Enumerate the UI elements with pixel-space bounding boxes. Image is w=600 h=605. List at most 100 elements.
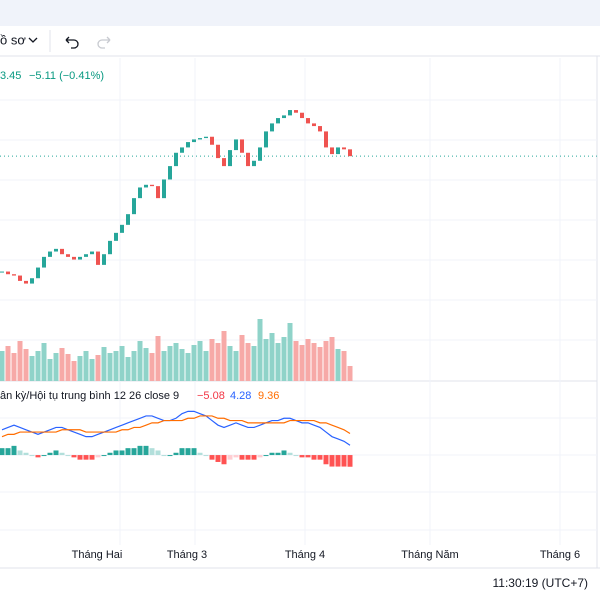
macd-histogram-bar <box>47 452 53 456</box>
volume-bar <box>125 357 131 381</box>
macd-histogram-bar <box>239 455 245 460</box>
candle-body <box>276 118 280 124</box>
volume-bar <box>47 359 53 381</box>
volume-bar <box>269 333 275 381</box>
macd-histogram-bar <box>263 455 269 457</box>
volume-bar <box>179 349 185 381</box>
macd-histogram-bar <box>245 455 251 460</box>
volume-bar <box>11 353 17 381</box>
volume-bar <box>53 353 59 381</box>
volume-bar <box>251 346 257 381</box>
candle-body <box>120 224 124 233</box>
volume-bar <box>239 335 245 381</box>
volume-bar <box>29 356 35 381</box>
macd-histogram-bar <box>197 452 203 456</box>
volume-bar <box>227 346 233 381</box>
candle-body <box>60 248 64 255</box>
x-axis-label: Tháng Năm <box>401 549 458 561</box>
layout-button[interactable]: ồ sơ <box>0 32 26 47</box>
macd-histogram-bar <box>83 455 89 460</box>
volume-bar <box>17 341 23 381</box>
candle-body <box>24 280 28 284</box>
candle-body <box>66 254 70 257</box>
candle-body <box>342 147 346 150</box>
macd-histogram-bar <box>299 455 305 458</box>
candle-body <box>114 232 118 241</box>
macd-histogram-bar <box>137 445 143 456</box>
candle-body <box>282 115 286 119</box>
candle-body <box>132 198 136 215</box>
macd-histogram-bar <box>287 452 293 456</box>
candle-body <box>78 256 82 260</box>
dropdown-icon[interactable] <box>28 37 38 43</box>
volume-bar <box>275 343 281 381</box>
volume-bar <box>149 353 155 381</box>
macd-histogram-bar <box>29 455 35 457</box>
macd-histogram-bar <box>89 455 95 460</box>
macd-histogram-bar <box>257 455 263 458</box>
macd-histogram-bar <box>227 455 233 460</box>
macd-histogram-bar <box>203 455 209 457</box>
macd-histogram-bar <box>305 455 311 458</box>
candle-body <box>162 179 166 199</box>
macd-histogram-bar <box>53 450 59 456</box>
volume-bar <box>167 346 173 381</box>
volume-bar <box>329 337 335 381</box>
volume-bar <box>281 337 287 381</box>
macd-histogram-bar <box>143 445 149 456</box>
candle-body <box>288 110 292 116</box>
macd-histogram-bar <box>17 450 23 456</box>
macd-histogram-bar <box>95 455 101 458</box>
redo-button[interactable] <box>97 36 111 49</box>
candle-body <box>186 142 190 148</box>
candle-body <box>270 123 274 132</box>
volume-bar <box>287 323 293 381</box>
volume-bar <box>89 359 95 381</box>
indicator-title: ân kỳ/Hội tụ trung bình 12 26 close 9 <box>0 390 179 402</box>
indicator-value: 9.36 <box>258 390 279 402</box>
undo-button[interactable] <box>65 36 79 49</box>
volume-bar <box>335 349 341 381</box>
x-axis-label: Tháng 3 <box>167 549 207 561</box>
candle-body <box>30 278 34 284</box>
volume-bar <box>137 341 143 381</box>
volume-bar <box>305 339 311 381</box>
volume-bar <box>299 345 305 381</box>
volume-bar <box>209 339 215 381</box>
candle-body <box>102 254 106 265</box>
macd-histogram-bar <box>41 455 47 457</box>
volume-bar <box>77 356 83 381</box>
candle-body <box>234 139 238 151</box>
volume-bar <box>191 345 197 381</box>
macd-histogram-bar <box>0 448 5 456</box>
candle-body <box>18 275 22 281</box>
candle-body <box>324 131 328 148</box>
volume-bar <box>0 351 5 381</box>
candle-body <box>348 149 352 157</box>
plot: ân kỳ/Hội tụ trung bình 12 26 close 9 −5.… <box>0 58 597 561</box>
volume-bar <box>233 351 239 381</box>
macd-histogram-bar <box>149 448 155 456</box>
candle-body <box>240 139 244 153</box>
candle-body <box>0 271 4 273</box>
macd-histogram-bar <box>65 455 71 457</box>
candle-body <box>12 274 16 276</box>
macd-histogram-bar <box>155 450 161 456</box>
indicator-value: −5.08 <box>197 390 225 402</box>
toolbar <box>0 26 600 56</box>
volume-bar <box>131 351 137 381</box>
macd-histogram-bar <box>131 448 137 456</box>
macd-histogram-bar <box>251 455 257 460</box>
macd-histogram-bar <box>329 455 335 467</box>
macd-histogram-bar <box>11 445 17 456</box>
macd-histogram-bar <box>5 448 11 456</box>
macd-line-line <box>1 410 351 446</box>
clock[interactable]: 11:30:19 (UTC+7) <box>493 576 589 590</box>
candle-body <box>6 271 10 275</box>
volume-bar <box>323 341 329 381</box>
volume-bar <box>203 351 209 381</box>
candle-body <box>126 214 130 225</box>
volume-bar <box>347 366 353 381</box>
volume-bar <box>155 336 161 381</box>
volume-bar <box>197 341 203 381</box>
